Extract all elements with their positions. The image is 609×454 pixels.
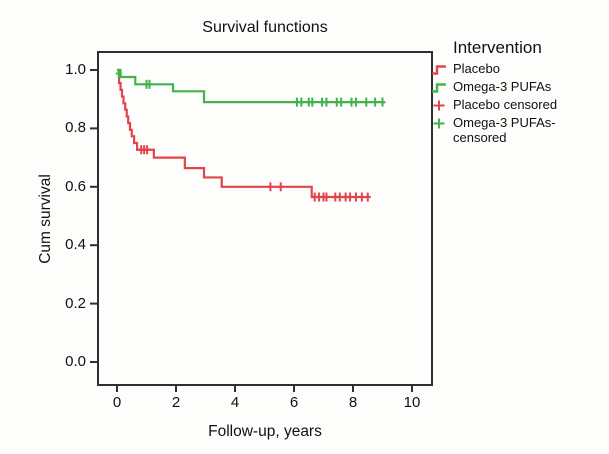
x-tick-label: 10 bbox=[403, 394, 421, 411]
y-tick-label: 0.6 bbox=[65, 177, 86, 195]
plot-box bbox=[97, 51, 433, 386]
y-tick-label: 0.4 bbox=[65, 236, 86, 254]
omega-3-pufas-curve bbox=[117, 68, 386, 104]
step-line-icon bbox=[432, 83, 446, 93]
y-axis-label: Cum survival bbox=[37, 174, 54, 264]
legend-title: Intervention bbox=[453, 38, 542, 57]
y-tick-label: 0.2 bbox=[65, 294, 86, 312]
legend-item-omega-3-pufas-censored: Omega-3 PUFAs-censored bbox=[432, 115, 602, 145]
x-tick-label: 4 bbox=[230, 394, 240, 411]
legend-item-omega-3-pufas: Omega-3 PUFAs bbox=[432, 79, 602, 95]
legend-item-placebo: Placebo bbox=[432, 61, 602, 77]
legend-item-label: Omega-3 PUFAs-censored bbox=[453, 115, 556, 145]
legend-item-label: Placebo censored bbox=[453, 97, 558, 112]
placebo-curve bbox=[117, 68, 370, 199]
plus-censor-icon bbox=[433, 118, 445, 129]
x-tick-label: 6 bbox=[289, 394, 299, 411]
y-tick-label: 0.8 bbox=[65, 119, 86, 137]
step-line-icon bbox=[432, 65, 446, 75]
plus-censor-icon bbox=[433, 100, 445, 111]
legend-item-placebo-censored: Placebo censored bbox=[432, 97, 602, 113]
legend: Intervention Placebo Omega-3 PUFAs Placebo… bbox=[432, 38, 602, 149]
legend-item-label: Omega-3 PUFAs bbox=[453, 79, 552, 94]
x-axis-label: Follow-up, years bbox=[208, 423, 322, 440]
chart-title: Survival functions bbox=[202, 19, 328, 36]
x-tick-label: 0 bbox=[112, 394, 122, 411]
y-tick-label: 1.0 bbox=[65, 61, 86, 78]
legend-items: Placebo Omega-3 PUFAs Placebo censored Omeg… bbox=[432, 61, 602, 145]
x-tick-label: 2 bbox=[171, 394, 181, 411]
x-tick-label: 8 bbox=[348, 394, 358, 411]
legend-item-label: Placebo bbox=[453, 61, 500, 76]
y-tick-label: 0.0 bbox=[65, 353, 86, 370]
